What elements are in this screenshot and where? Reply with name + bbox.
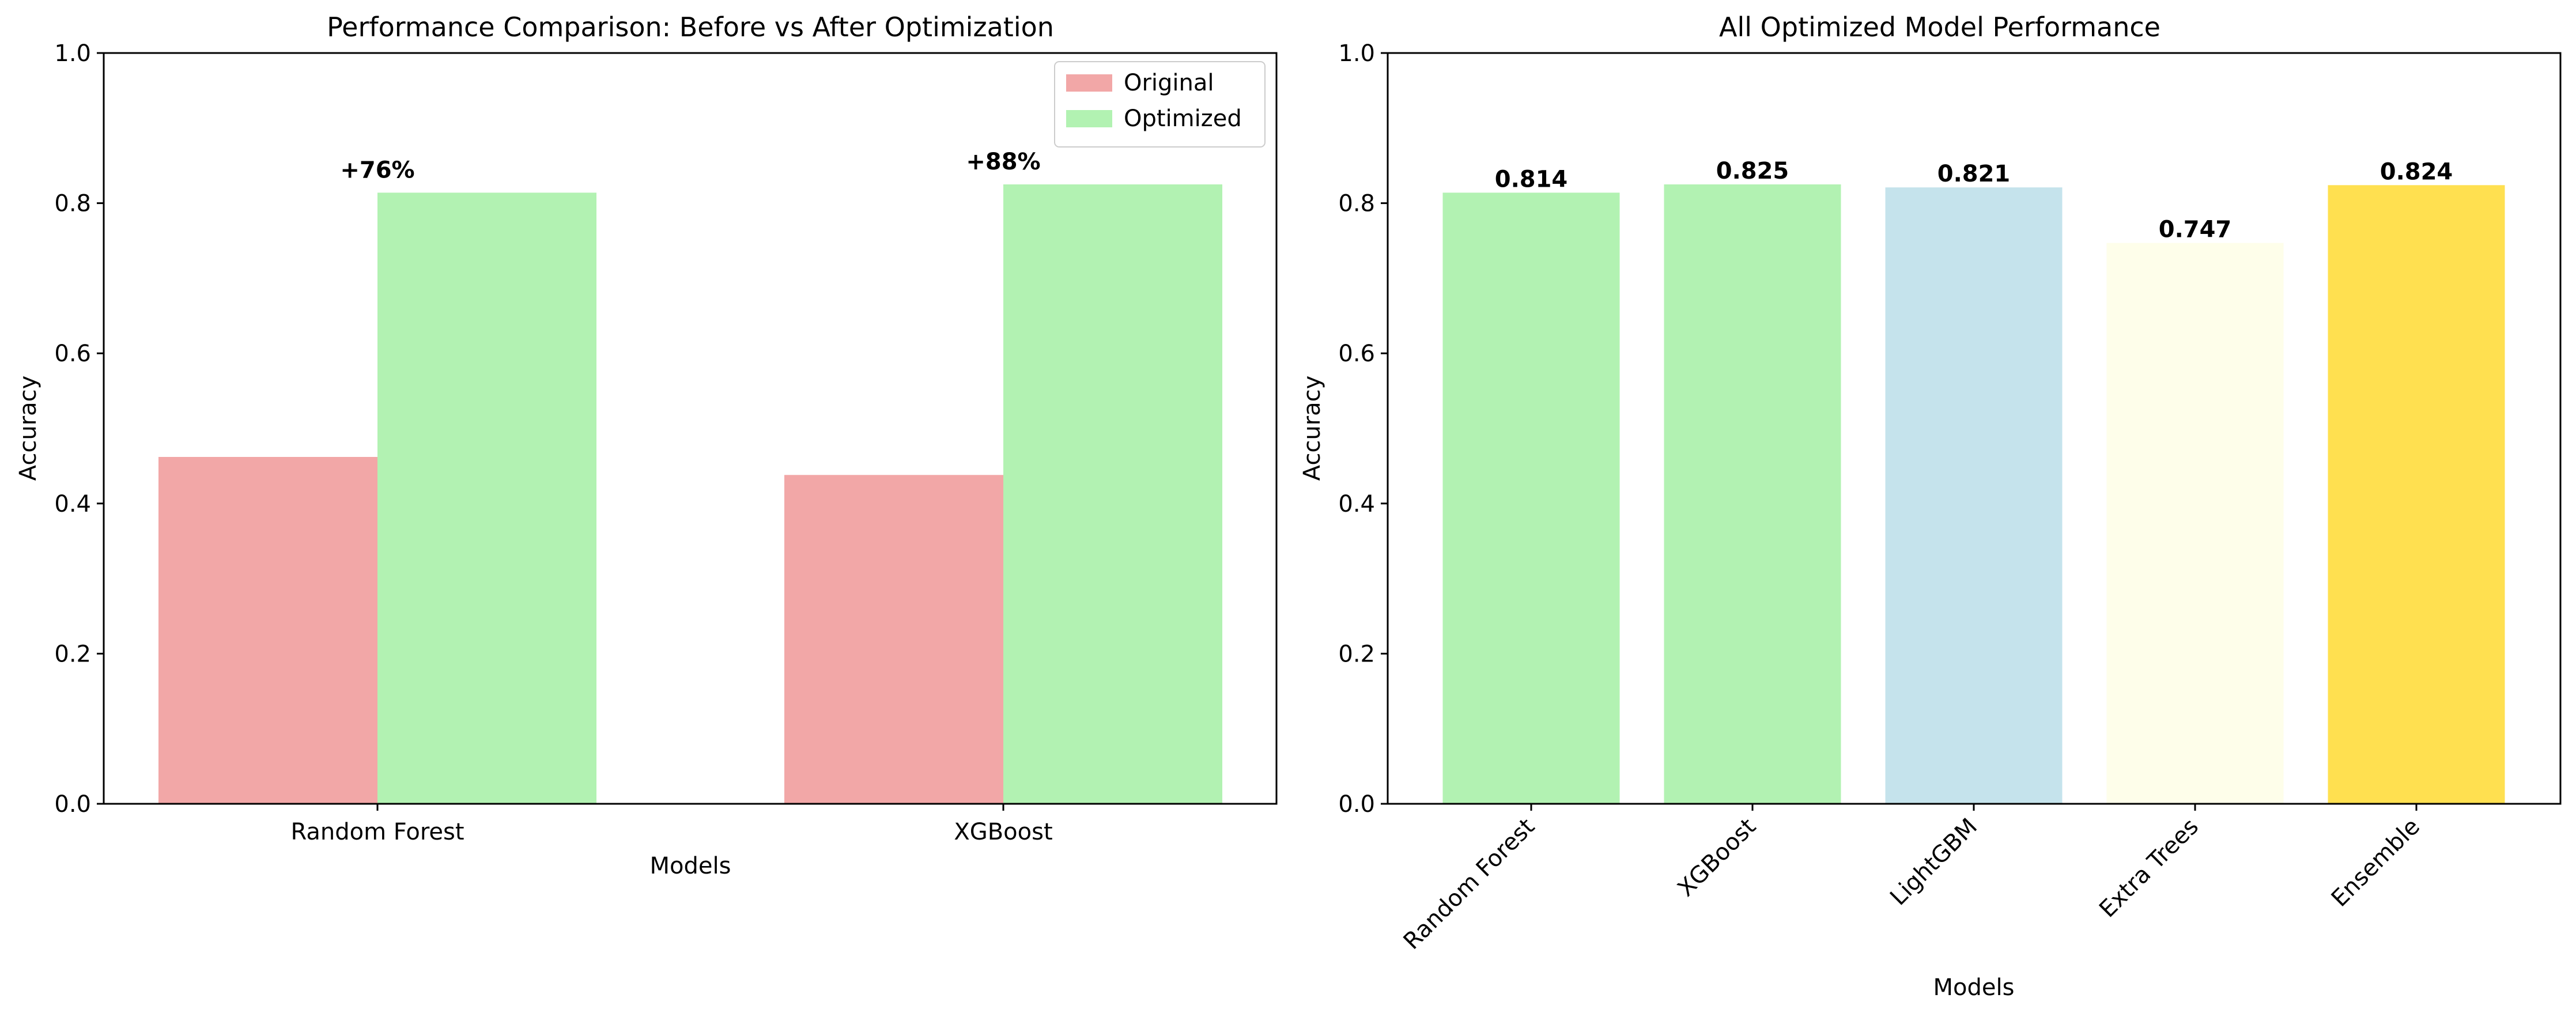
y-tick-label: 0.8	[54, 191, 91, 217]
x-axis: Random Forest XGBoost LightGBM Extra Trees E…	[1399, 804, 2425, 955]
improvement-label: +76%	[340, 157, 414, 183]
plot-frame	[103, 52, 1278, 805]
x-tick-label: Ensemble	[2326, 814, 2425, 912]
y-tick-label: 0.0	[54, 791, 91, 818]
annotations-layer: +76% +88%	[340, 149, 1040, 183]
y-tick-label: 1.0	[1338, 40, 1375, 67]
legend-swatch-original	[1066, 74, 1112, 92]
plot-frame	[1387, 52, 2562, 805]
chart-optimized-models: All Optimized Model Performance 0.814 0.8…	[1299, 12, 2562, 1001]
bar	[1442, 192, 1620, 804]
x-axis: Random Forest XGBoost	[290, 804, 1053, 845]
bar	[1885, 187, 2063, 804]
chart-before-after: Performance Comparison: Before vs After …	[15, 12, 1278, 879]
y-tick-label: 0.0	[1338, 791, 1375, 818]
bars-layer	[158, 184, 1222, 804]
y-tick-label: 0.4	[54, 491, 91, 517]
y-axis: 0.0 0.2 0.4 0.6 0.8 1.0	[54, 40, 104, 818]
x-tick-label: Extra Trees	[2094, 814, 2204, 923]
x-tick-label: XGBoost	[954, 819, 1052, 845]
x-tick-label: Random Forest	[290, 819, 464, 845]
bar	[2106, 243, 2284, 804]
value-label: 0.825	[1716, 158, 1789, 184]
value-label: 0.747	[2159, 217, 2232, 243]
bars-layer	[1442, 184, 2505, 804]
y-tick-label: 0.6	[54, 341, 91, 367]
y-tick-label: 0.6	[1338, 341, 1375, 367]
bar-original	[158, 457, 377, 804]
y-axis-label: Accuracy	[1299, 376, 1325, 481]
y-tick-label: 0.4	[1338, 491, 1375, 517]
bar-optimized	[377, 192, 596, 804]
improvement-label: +88%	[966, 149, 1040, 175]
value-labels-layer: 0.814 0.825 0.821 0.747 0.824	[1495, 158, 2453, 243]
bar	[2328, 185, 2505, 804]
value-label: 0.821	[1937, 161, 2011, 187]
y-tick-label: 0.8	[1338, 191, 1375, 217]
chart-title: All Optimized Model Performance	[1719, 12, 2160, 43]
x-axis-label: Models	[1933, 974, 2015, 1001]
legend-label: Optimized	[1124, 105, 1242, 132]
chart-title: Performance Comparison: Before vs After …	[327, 12, 1054, 43]
legend-label: Original	[1124, 70, 1214, 96]
value-label: 0.814	[1495, 166, 1568, 192]
y-tick-label: 1.0	[54, 40, 91, 67]
value-label: 0.824	[2380, 158, 2453, 185]
legend: Original Optimized	[1054, 61, 1266, 148]
bar-original	[784, 475, 1003, 804]
y-tick-label: 0.2	[1338, 641, 1375, 667]
x-tick-label: Random Forest	[1399, 814, 1540, 955]
x-axis-label: Models	[650, 853, 731, 879]
y-axis: 0.0 0.2 0.4 0.6 0.8 1.0	[1338, 40, 1388, 818]
y-tick-label: 0.2	[54, 641, 91, 667]
y-axis-label: Accuracy	[15, 376, 41, 481]
x-tick-label: XGBoost	[1672, 814, 1761, 902]
legend-swatch-optimized	[1066, 110, 1112, 127]
bar	[1664, 184, 1841, 804]
bar-optimized	[1003, 184, 1222, 804]
x-tick-label: LightGBM	[1885, 814, 1982, 911]
